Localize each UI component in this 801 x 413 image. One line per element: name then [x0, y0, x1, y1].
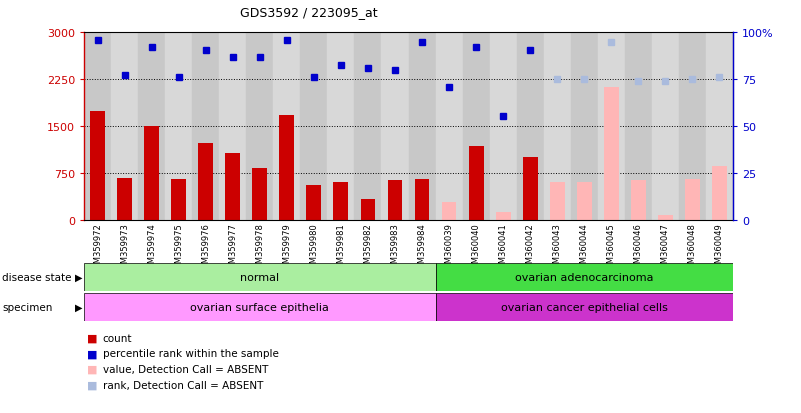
Bar [273, 33, 300, 221]
Text: ■: ■ [87, 380, 97, 390]
Bar [463, 33, 489, 221]
Text: ▶: ▶ [74, 302, 82, 312]
Text: rank, Detection Call = ABSENT: rank, Detection Call = ABSENT [103, 380, 263, 390]
Text: ▶: ▶ [74, 272, 82, 282]
Bar [436, 293, 733, 321]
Bar [436, 33, 463, 221]
Bar [219, 33, 247, 221]
Text: ■: ■ [87, 333, 97, 343]
Bar [652, 33, 679, 221]
Bar [111, 33, 139, 221]
Bar [489, 33, 517, 221]
Bar [84, 263, 436, 291]
Text: ovarian cancer epithelial cells: ovarian cancer epithelial cells [501, 302, 668, 312]
Text: percentile rank within the sample: percentile rank within the sample [103, 349, 279, 358]
Text: value, Detection Call = ABSENT: value, Detection Call = ABSENT [103, 364, 268, 374]
Bar [496, 213, 510, 221]
Bar [144, 127, 159, 221]
Bar [328, 33, 354, 221]
Bar [409, 33, 436, 221]
Bar [571, 33, 598, 221]
Bar [441, 203, 457, 221]
Bar [139, 33, 165, 221]
Bar [388, 180, 402, 221]
Text: count: count [103, 333, 132, 343]
Bar [225, 153, 240, 221]
Bar [577, 182, 592, 221]
Text: ■: ■ [87, 364, 97, 374]
Bar [523, 158, 537, 221]
Bar [192, 33, 219, 221]
Bar [333, 182, 348, 221]
Bar [247, 33, 273, 221]
Bar [604, 88, 618, 221]
Bar [712, 166, 727, 221]
Bar [199, 144, 213, 221]
Bar [171, 180, 186, 221]
Bar [360, 199, 376, 221]
Bar [117, 178, 132, 221]
Bar [252, 169, 268, 221]
Text: ovarian surface epithelia: ovarian surface epithelia [191, 302, 329, 312]
Bar [598, 33, 625, 221]
Bar [625, 33, 652, 221]
Bar [706, 33, 733, 221]
Bar [280, 116, 294, 221]
Bar [381, 33, 409, 221]
Bar [658, 216, 673, 221]
Bar [436, 263, 733, 291]
Bar [165, 33, 192, 221]
Bar [679, 33, 706, 221]
Bar [354, 33, 381, 221]
Text: GDS3592 / 223095_at: GDS3592 / 223095_at [240, 6, 378, 19]
Bar [685, 180, 700, 221]
Bar [300, 33, 328, 221]
Text: ■: ■ [87, 349, 97, 358]
Text: disease state: disease state [2, 272, 72, 282]
Text: specimen: specimen [2, 302, 53, 312]
Text: normal: normal [240, 272, 280, 282]
Bar [549, 183, 565, 221]
Bar [631, 180, 646, 221]
Bar [307, 186, 321, 221]
Bar [517, 33, 544, 221]
Text: ovarian adenocarcinoma: ovarian adenocarcinoma [515, 272, 654, 282]
Bar [415, 180, 429, 221]
Bar [544, 33, 571, 221]
Bar [84, 293, 436, 321]
Bar [84, 33, 111, 221]
Bar [91, 112, 105, 221]
Bar [469, 147, 484, 221]
